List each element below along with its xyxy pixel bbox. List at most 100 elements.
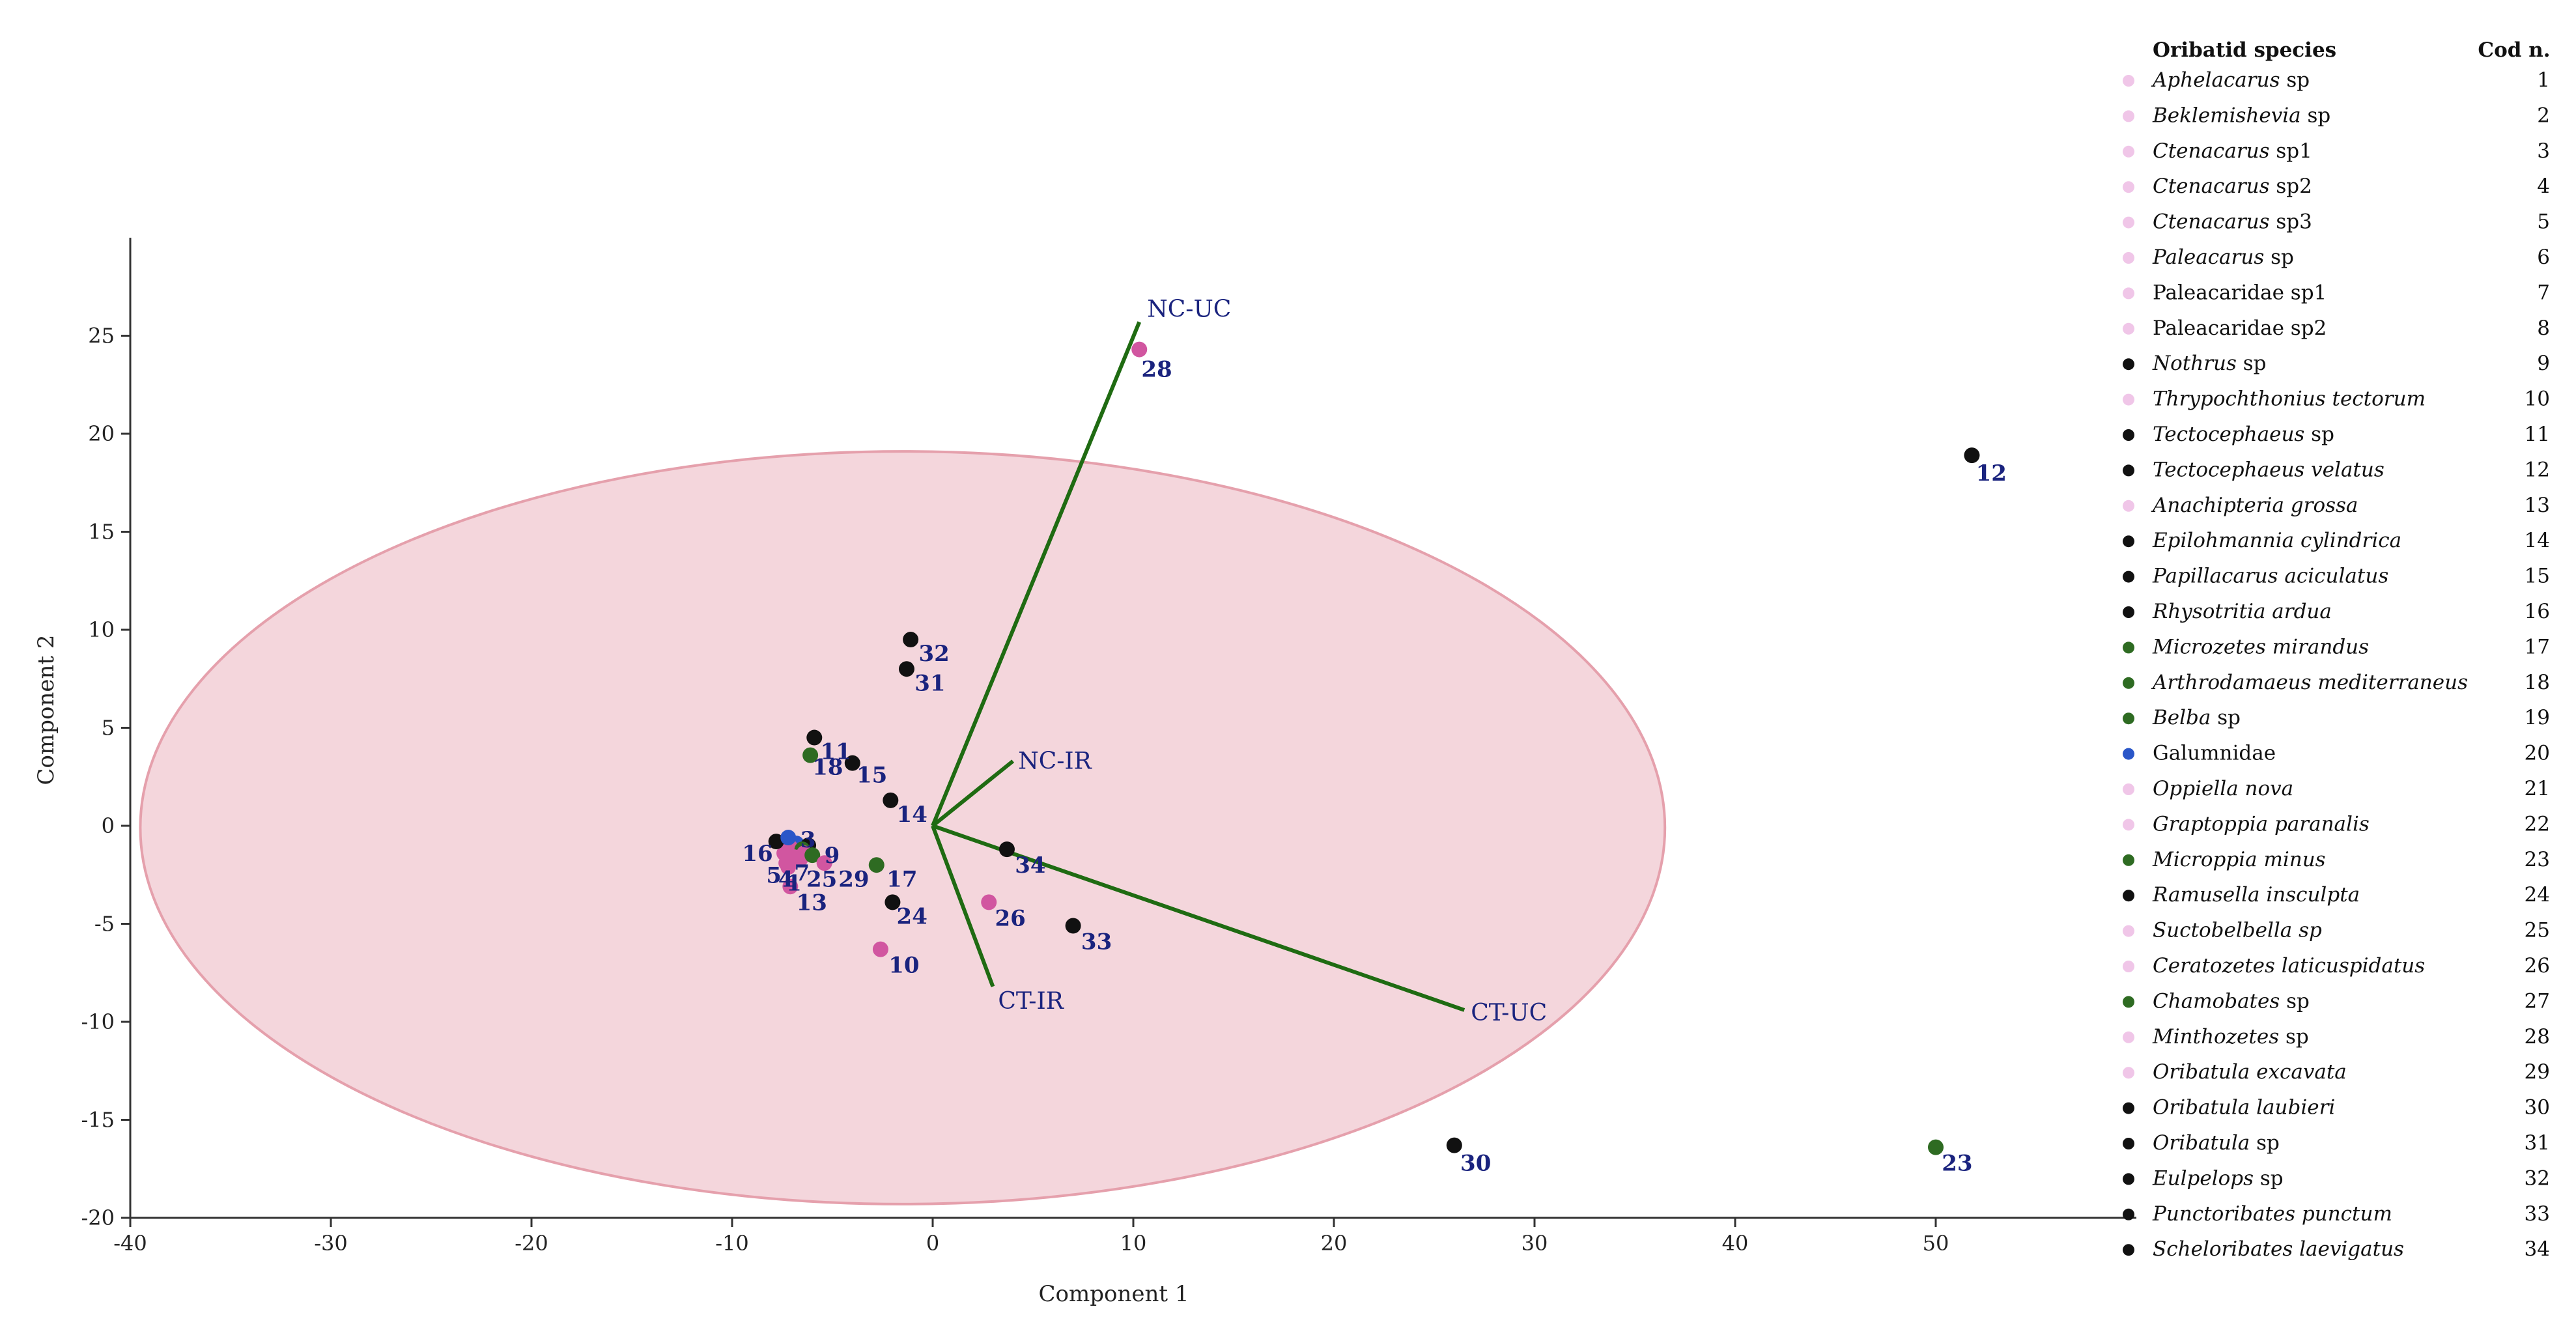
legend-species-name: Ramusella insculpta [2152, 883, 2360, 907]
legend-code: 5 [2537, 210, 2550, 234]
scatter-point [1131, 341, 1148, 358]
legend-marker [2123, 464, 2134, 477]
legend-species-name: Oribatula excavata [2153, 1060, 2347, 1084]
point-label: 10 [888, 953, 919, 979]
legend-marker [2123, 358, 2134, 371]
legend-species-name: Graptoppia paranalis [2153, 812, 2370, 836]
legend-code: 11 [2525, 423, 2550, 446]
legend-code: 15 [2525, 565, 2550, 588]
x-tick-label: 40 [1722, 1231, 1749, 1256]
legend-marker [2123, 677, 2134, 689]
legend-marker [2123, 961, 2134, 972]
legend-code: 10 [2525, 387, 2550, 411]
y-axis-title: Component 2 [33, 635, 59, 785]
legend-species-name: Scheloribates laevigatus [2153, 1237, 2404, 1261]
legend-code: 32 [2525, 1166, 2550, 1190]
legend-marker [2123, 1031, 2134, 1043]
point-label: 12 [1976, 460, 2007, 486]
legend-code: 16 [2525, 600, 2550, 623]
legend-species-name: Minthozetes sp [2152, 1025, 2309, 1049]
legend-marker [2123, 712, 2134, 725]
legend-species-name: Papillacarus aciculatus [2152, 565, 2388, 588]
legend-species-name: Microppia minus [2152, 848, 2326, 871]
legend-code: 25 [2525, 919, 2550, 942]
legend-species-name: Ctenacarus sp2 [2153, 175, 2312, 198]
legend-header-code: Cod n. [2478, 38, 2550, 62]
point-label: 3 [800, 827, 816, 853]
legend-code: 7 [2537, 281, 2550, 304]
scatter-point [883, 792, 899, 808]
scatter-point [768, 834, 784, 850]
point-label: 26 [995, 905, 1025, 931]
vector-line [931, 824, 995, 987]
legend-species-name: Galumnidae [2153, 742, 2276, 765]
point-label: 15 [856, 763, 887, 789]
legend-species-name: Suctobelbella sp [2153, 919, 2322, 942]
legend-species-name: Chamobates sp [2153, 989, 2310, 1013]
legend-species-name: Tectocephaeus sp [2153, 423, 2334, 446]
legend-species-name: Rhysotritia ardua [2152, 600, 2332, 623]
legend-marker [2123, 996, 2134, 1008]
legend-code: 14 [2525, 529, 2550, 552]
y-tick-label: -15 [81, 1108, 115, 1133]
legend-species-name: Oribatula laubieri [2153, 1096, 2335, 1120]
legend-species-name: Punctoribates punctum [2152, 1202, 2392, 1226]
legend-marker [2123, 1102, 2134, 1114]
point-label: 4 [778, 866, 794, 892]
point-label: 7 [794, 860, 810, 886]
point-label: 14 [897, 802, 927, 828]
legend-species-name: Beklemishevia sp [2152, 104, 2330, 127]
legend-species-name: Epilohmannia cylindrica [2152, 529, 2401, 552]
legend-code: 29 [2525, 1060, 2550, 1084]
legend-code: 22 [2525, 812, 2550, 836]
legend-species-name: Paleacaridae sp2 [2153, 317, 2327, 340]
scatter-point [868, 857, 885, 873]
point-label: 28 [1141, 357, 1172, 383]
legend-species-name: Belba sp [2152, 706, 2241, 729]
legend-marker [2123, 783, 2134, 795]
legend-code: 18 [2525, 671, 2550, 694]
x-tick-label: -20 [515, 1231, 548, 1256]
point-label: 33 [1081, 929, 1112, 955]
legend-code: 9 [2537, 352, 2550, 375]
legend-species-name: Paleacaridae sp1 [2153, 281, 2327, 304]
legend-marker [2123, 181, 2134, 193]
legend-marker [2123, 110, 2134, 122]
legend-code: 20 [2525, 742, 2550, 765]
legend-code: 31 [2525, 1131, 2550, 1155]
y-tick-label: -20 [81, 1205, 115, 1230]
legend-code: 1 [2537, 68, 2550, 92]
scatter-point [780, 830, 797, 846]
y-tick-label: 5 [102, 716, 115, 740]
point-label: 16 [742, 841, 772, 867]
legend-species-name: Eulpelops sp [2152, 1166, 2284, 1190]
point-label: 1 [786, 870, 802, 896]
scatter-point [802, 747, 819, 763]
scatter-point [806, 729, 823, 746]
vector-line [931, 321, 1142, 827]
scatter-point [872, 941, 888, 957]
scatter-point [898, 661, 914, 677]
vector-label: NC-UC [1147, 296, 1231, 322]
legend-marker [2123, 75, 2134, 87]
legend-marker [2123, 535, 2134, 548]
vector-label: NC-IR [1018, 748, 1092, 775]
legend-code: 26 [2525, 954, 2550, 978]
legend-marker [2123, 393, 2134, 406]
x-axis-title: Component 1 [1039, 1281, 1189, 1307]
point-label: 18 [812, 755, 843, 781]
point-label: 31 [914, 670, 945, 696]
legend-species-name: Aphelacarus sp [2151, 68, 2310, 92]
x-tick-label: -10 [715, 1231, 749, 1256]
legend-marker [2123, 925, 2134, 937]
legend: Oribatid species Cod n. Aphelacarus sp 1 B… [2123, 38, 2551, 1261]
y-tick-label: 25 [88, 324, 115, 348]
y-tick-label: -10 [81, 1009, 115, 1034]
confidence-ellipse [139, 450, 1667, 1205]
scatter-point [981, 894, 997, 910]
legend-code: 3 [2537, 139, 2550, 163]
legend-code: 19 [2525, 706, 2550, 729]
legend-code: 28 [2525, 1025, 2550, 1049]
point-label: 11 [821, 739, 851, 765]
point-label: 29 [838, 866, 869, 892]
